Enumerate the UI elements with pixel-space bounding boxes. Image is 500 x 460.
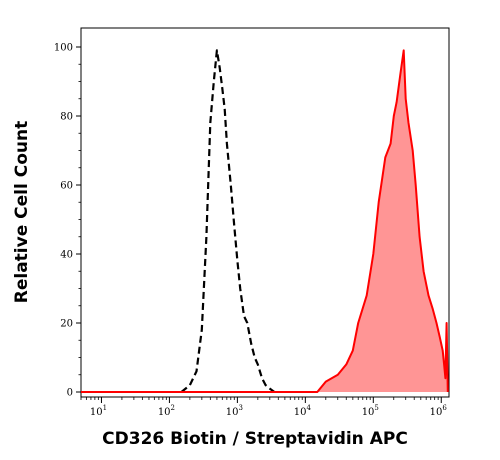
x-tick-base: 10	[158, 407, 171, 418]
x-axis-title: CD326 Biotin / Streptavidin APC	[102, 429, 408, 449]
y-tick-label-3: 60	[60, 181, 73, 192]
y-axis-title: Relative Cell Count	[12, 121, 32, 303]
y-tick-label-5: 100	[54, 43, 73, 54]
x-tick-label-5: 106	[430, 404, 448, 418]
x-tick-exponent: 3	[239, 404, 243, 412]
x-tick-base: 10	[226, 407, 239, 418]
x-tick-base: 10	[430, 407, 443, 418]
x-tick-label-3: 104	[294, 404, 312, 418]
x-tick-base: 10	[294, 407, 307, 418]
x-tick-base: 10	[90, 407, 103, 418]
series-line-1	[81, 49, 449, 393]
x-tick-label-4: 105	[362, 404, 379, 418]
plot-frame	[80, 27, 450, 398]
plot-area	[80, 27, 450, 398]
x-tick-exponent: 1	[103, 404, 107, 412]
series-line-0	[180, 49, 276, 393]
series-fill-1	[81, 50, 448, 393]
y-tick-label-2: 40	[60, 250, 73, 261]
x-tick-base: 10	[362, 407, 375, 418]
x-tick-exponent: 5	[374, 404, 378, 412]
x-tick-label-1: 102	[158, 404, 175, 418]
y-tick-label-4: 80	[60, 112, 73, 123]
x-tick-label-2: 103	[226, 404, 243, 418]
y-tick-label-1: 20	[60, 319, 73, 330]
series-layer	[81, 49, 449, 393]
y-tick-label-0: 0	[67, 388, 73, 399]
x-tick-exponent: 4	[306, 404, 311, 412]
x-tick-label-0: 101	[90, 404, 107, 418]
x-tick-exponent: 2	[171, 404, 175, 412]
x-tick-exponent: 6	[442, 404, 447, 412]
